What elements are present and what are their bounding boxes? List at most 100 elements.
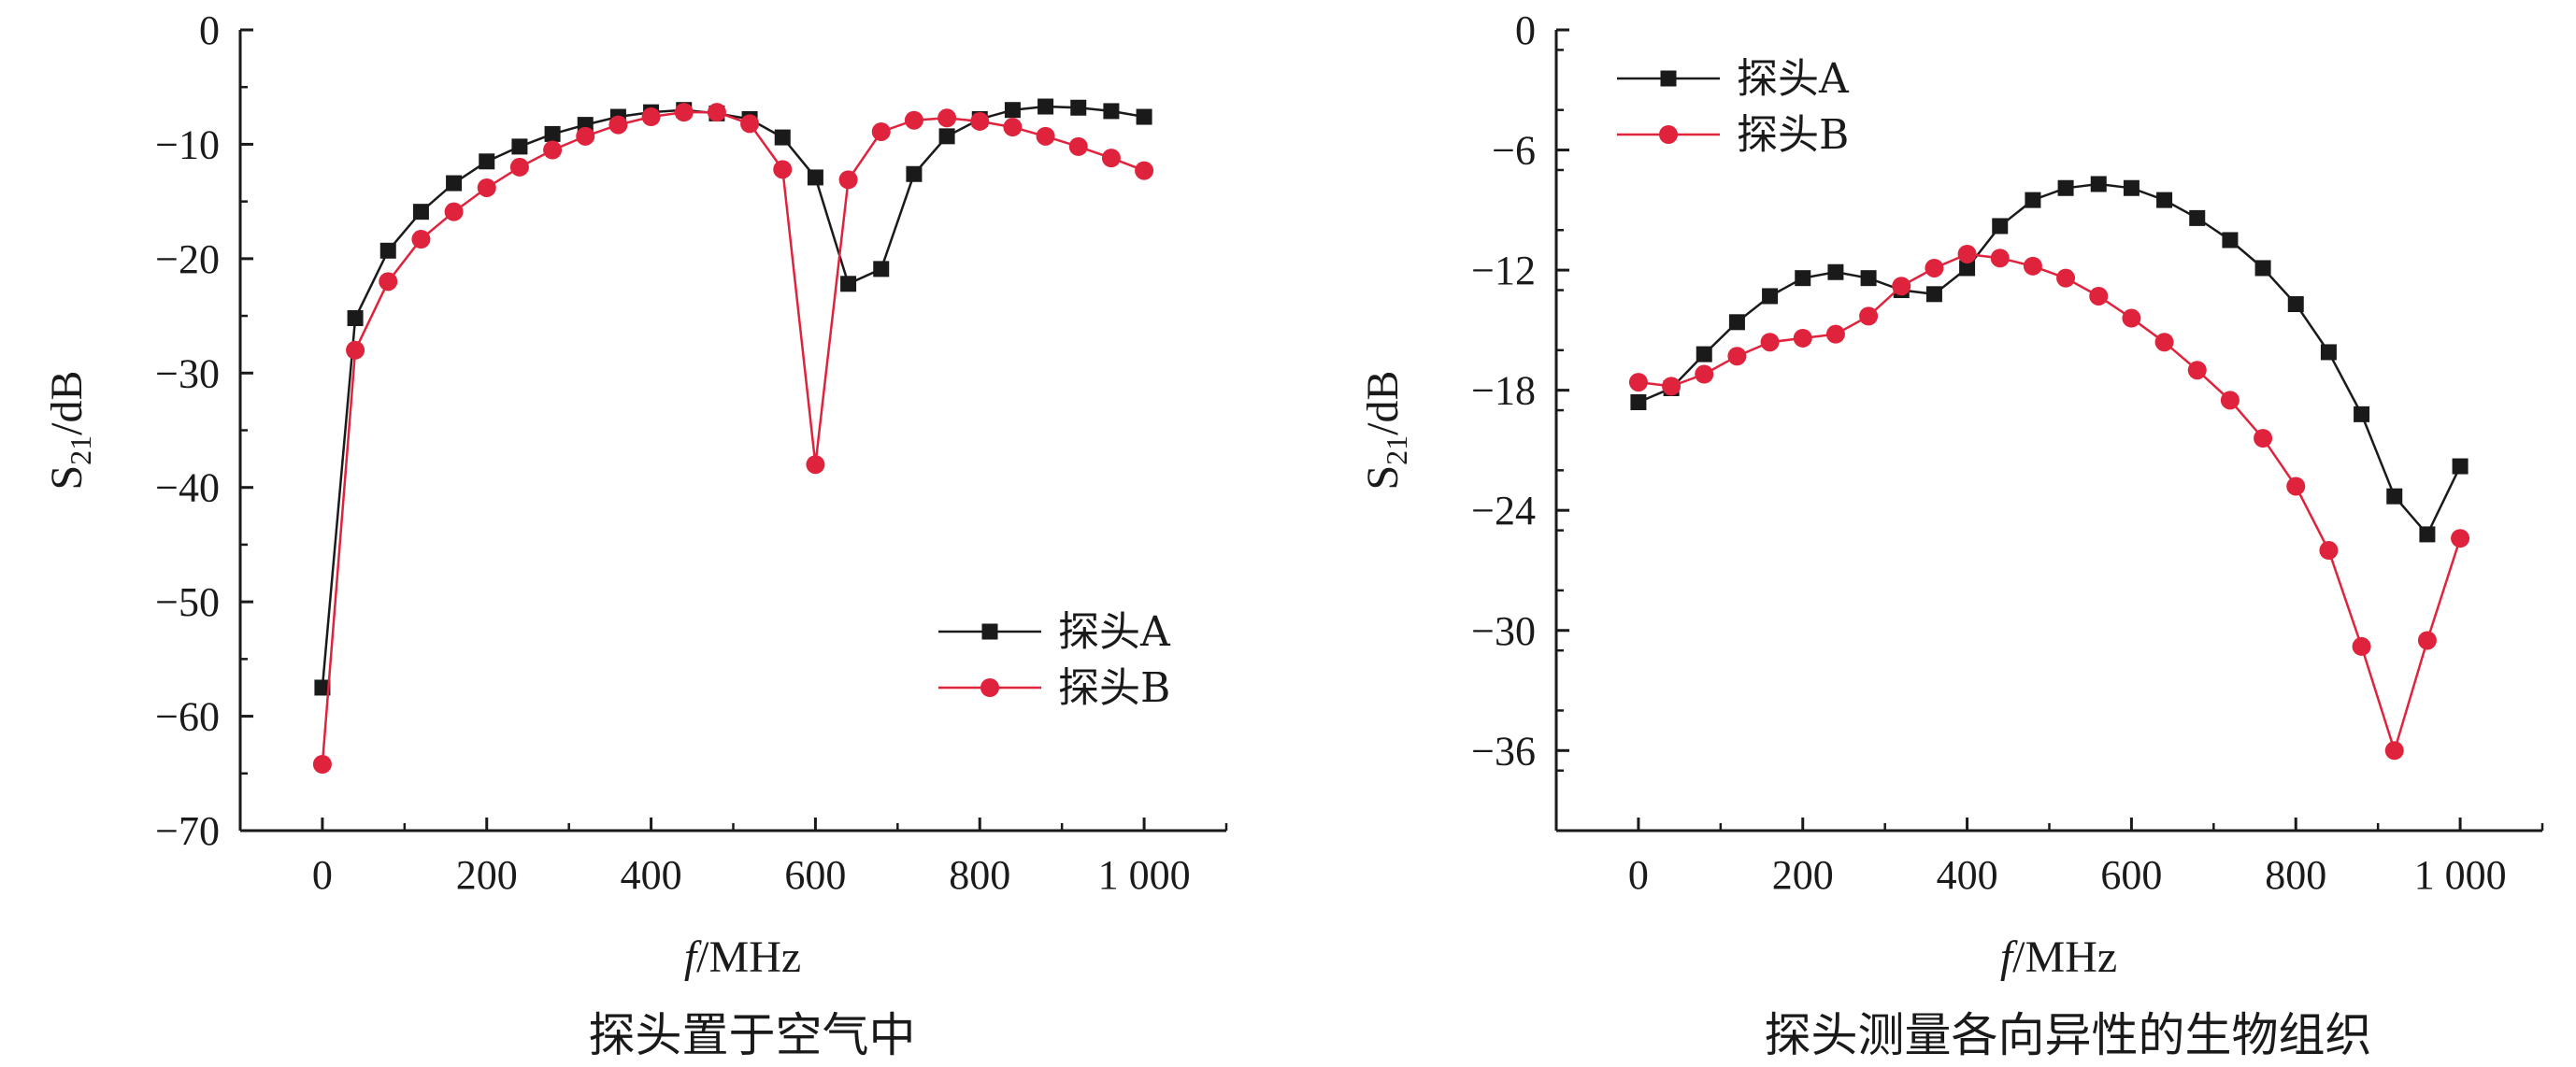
x-tick-label: 200 [456,852,518,898]
y-tick-label: −30 [1471,608,1536,654]
data-point-square [2090,176,2107,192]
data-point-circle [2319,541,2339,561]
x-tick-label: 1 000 [1098,852,1191,898]
data-point-square [938,128,955,145]
legend-label: 探头B [1058,664,1170,712]
series-line [321,105,1145,689]
y-tick-label: −24 [1471,488,1536,534]
data-point-circle [2089,286,2109,306]
data-point-square [1630,394,1647,411]
x-tick-label: 800 [949,852,1010,898]
data-point-circle [444,202,464,221]
data-point-square [1959,260,1976,277]
data-point-circle [2122,308,2141,328]
x-axis: 0 200 400 600 800 1 000 [1554,818,2544,898]
data-point-circle [1727,347,1747,366]
series-line [1638,252,2462,755]
legend-marker-circle [980,678,999,697]
data-point-circle [379,272,398,292]
y-tick-label: −70 [155,808,220,854]
data-point-circle [2451,529,2470,548]
data-point-square [2386,488,2403,505]
data-point-square [774,129,791,146]
data-point-square [2287,296,2304,313]
data-point-square [544,125,561,142]
data-point-square [1136,108,1152,125]
chart-tissue: 0 −6 −12 −18 −24 −30 −36 0 200 400 600 800 1 000 探头… [1358,7,2544,1062]
data-point-circle [970,111,990,131]
data-point-square [2025,192,2041,208]
data-point-circle [2352,636,2371,656]
data-point-circle [641,107,661,127]
data-point-circle [904,110,923,130]
data-point-circle [1760,333,1780,352]
data-point-circle [312,754,332,774]
y-axis: 0 −6 −12 −18 −24 −30 −36 [1471,7,1569,832]
data-point-circle [2023,256,2042,276]
data-point-square [906,165,923,182]
data-point-circle [1628,373,1648,392]
y-axis-title: S21/dB [42,370,97,490]
data-point-circle [1859,306,1879,326]
data-point-square [1762,288,1779,305]
series-line [1638,182,2462,537]
x-tick-label: 0 [1628,852,1649,898]
data-point-circle [411,230,431,249]
data-point-square [1728,314,1745,331]
data-point-square [1925,286,1942,303]
data-point-circle [608,115,628,135]
data-point-circle [740,114,760,134]
data-point-circle [1101,149,1121,168]
legend: 探头A 探头B [1617,55,1850,159]
data-point-circle [509,157,529,177]
data-point-circle [2154,333,2174,352]
data-point-circle [1793,328,1812,348]
data-point-circle [543,140,563,160]
data-point-circle [773,160,793,179]
data-point-circle [2187,361,2207,380]
data-point-circle [1990,249,2010,268]
x-tick-label: 400 [1937,852,1998,898]
data-point-square [412,204,429,221]
data-point-square [446,175,463,192]
data-point-square [1070,99,1087,116]
data-point-circle [1695,364,1714,384]
y-tick-label: −36 [1471,728,1536,774]
data-point-square [1004,102,1021,119]
legend-marker-square [1660,70,1677,87]
x-tick-label: 800 [2265,852,2326,898]
data-point-circle [2056,268,2076,288]
data-point-circle [1825,324,1845,344]
data-point-square [2419,526,2436,543]
x-tick-label: 600 [784,852,846,898]
y-tick-label: −20 [155,236,220,282]
legend-marker-square [981,623,998,640]
data-point-square [2452,458,2469,475]
data-point-square [1103,103,1120,120]
data-point-square [1860,270,1877,287]
legend-label: 探头A [1058,608,1171,656]
data-point-circle [2286,477,2306,496]
data-point-square [1795,270,1811,287]
data-point-square [347,310,364,327]
x-axis-title: f/MHz [684,932,801,982]
data-point-circle [477,178,496,197]
data-point-square [1992,218,2009,235]
data-point-circle [2254,429,2273,448]
x-axis-title: f/MHz [2000,932,2117,982]
x-tick-label: 400 [621,852,682,898]
y-tick-label: −30 [155,350,220,396]
data-point-square [1696,346,1712,363]
data-point-circle [937,108,957,128]
data-point-circle [1925,258,1944,277]
data-point-circle [576,126,595,146]
data-point-circle [1135,161,1154,180]
data-point-circle [838,170,858,190]
data-point-circle [2417,631,2437,650]
data-point-circle [1957,244,1977,263]
x-tick-label: 200 [1772,852,1834,898]
data-point-circle [1036,126,1055,146]
data-point-circle [674,103,694,122]
y-tick-label: 0 [1515,7,1536,53]
